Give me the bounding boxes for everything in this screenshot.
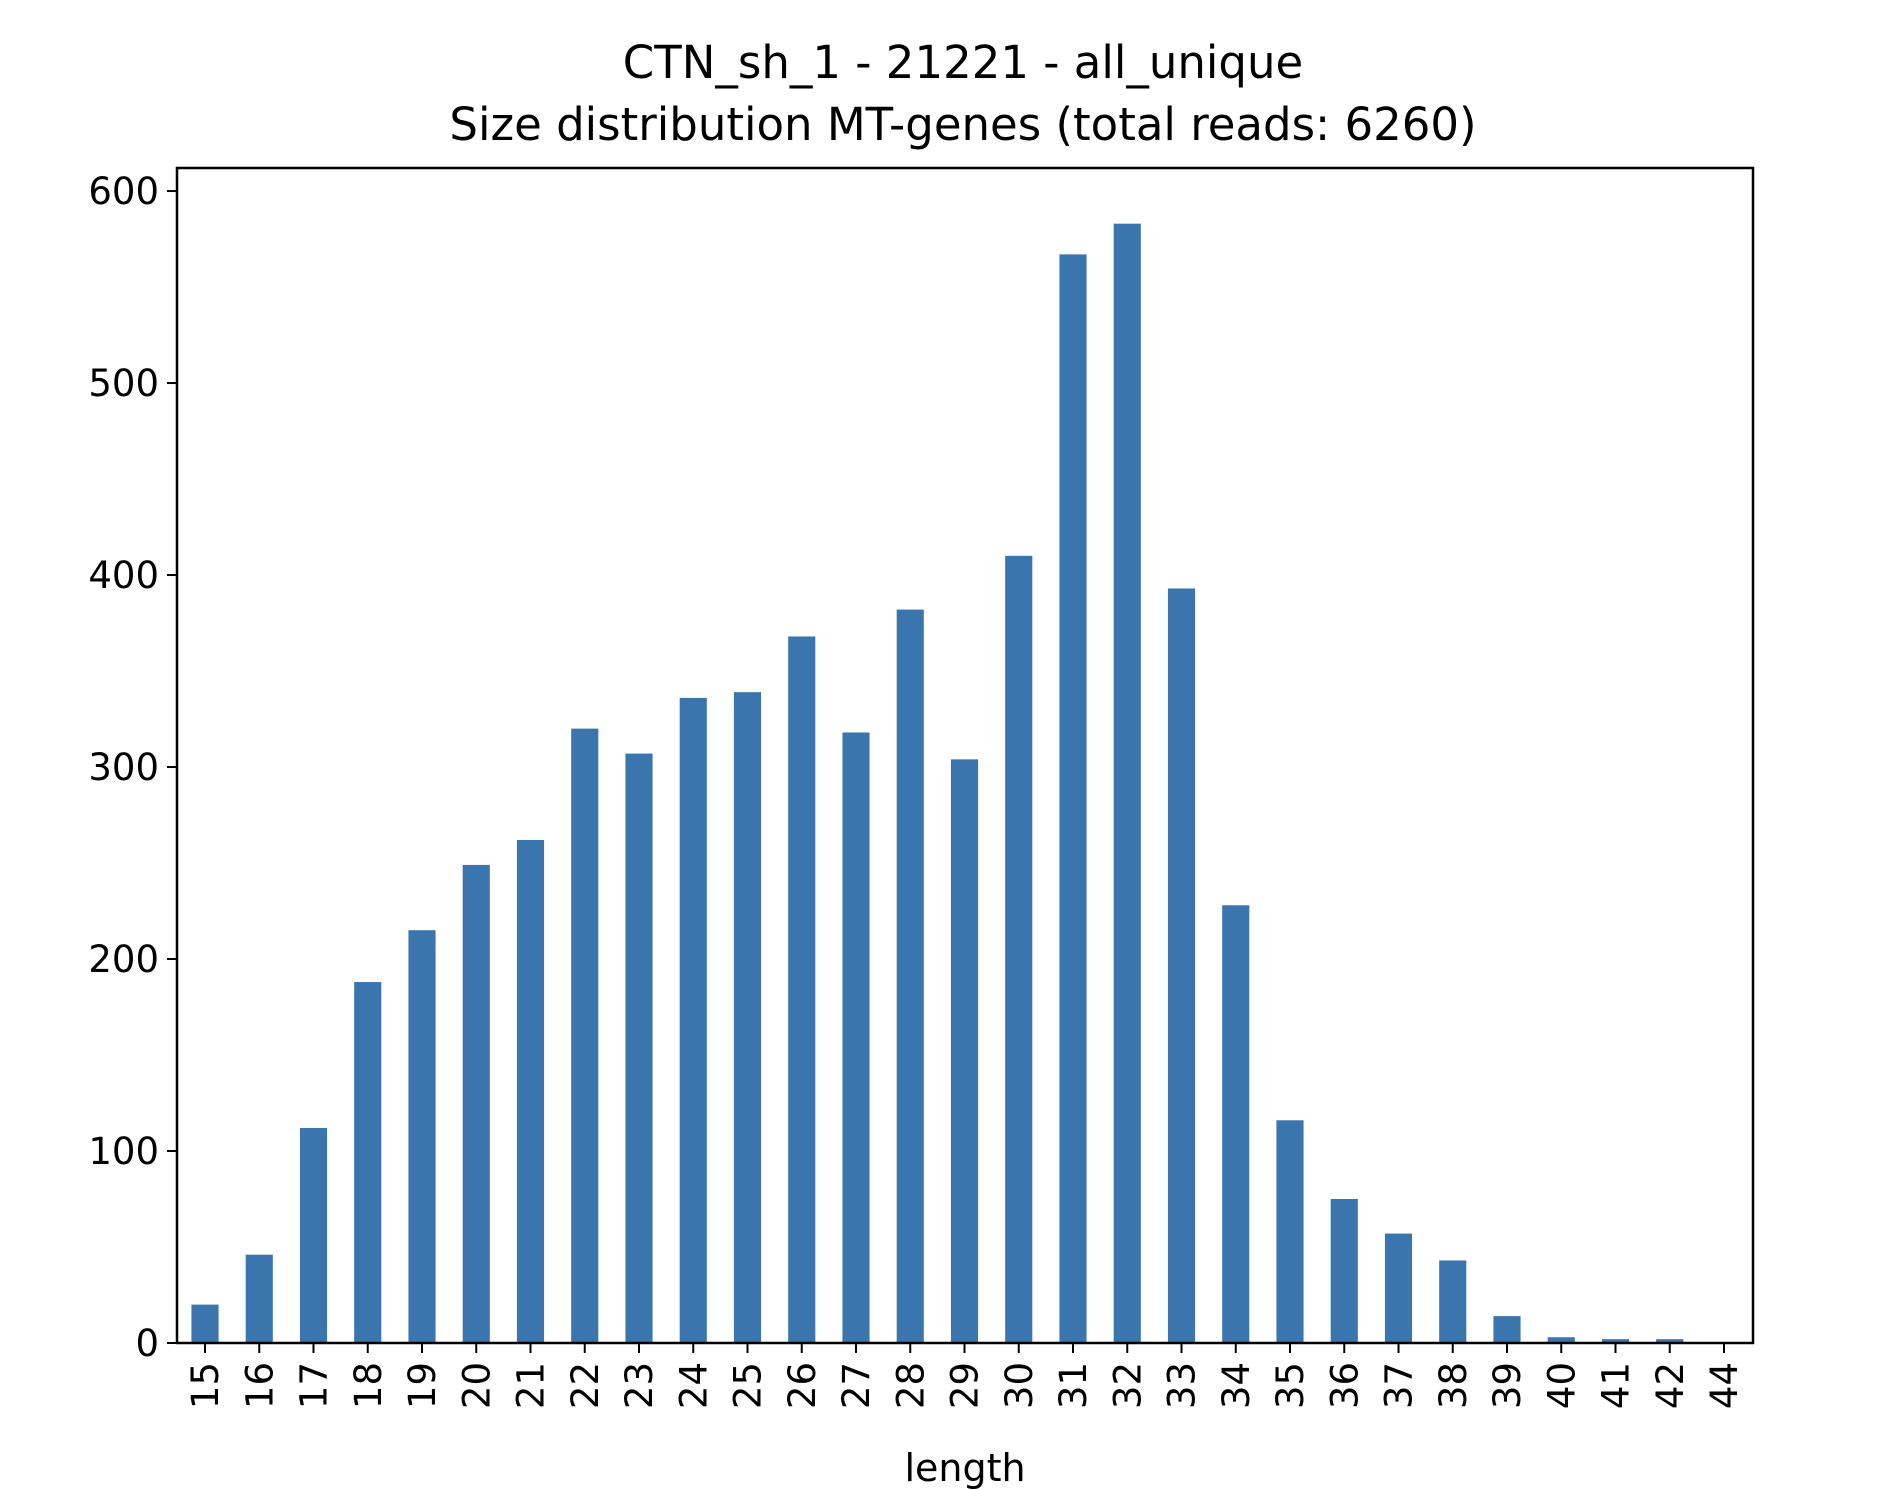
- bar-42: [1656, 1339, 1684, 1343]
- y-tick-label-100: 100: [88, 1130, 159, 1173]
- bar-32: [1113, 223, 1141, 1343]
- bar-19: [408, 930, 436, 1343]
- x-tick-label-42: 42: [1649, 1362, 1692, 1409]
- bar-29: [950, 759, 979, 1343]
- chart-title: CTN_sh_1 - 21221 - all_unique: [623, 36, 1303, 89]
- x-tick-label-41: 41: [1595, 1362, 1638, 1409]
- bar-41: [1601, 1339, 1630, 1343]
- y-tick-label-400: 400: [88, 554, 159, 597]
- x-tick-label-39: 39: [1486, 1362, 1529, 1409]
- x-tick-label-32: 32: [1106, 1362, 1149, 1409]
- bar-31: [1059, 254, 1087, 1343]
- bar-25: [733, 692, 762, 1343]
- bar-21: [516, 839, 545, 1343]
- x-tick-label-23: 23: [618, 1362, 661, 1409]
- x-tick-label-38: 38: [1432, 1362, 1475, 1409]
- x-tick-label-26: 26: [781, 1362, 824, 1409]
- bar-36: [1330, 1199, 1358, 1343]
- x-tick-label-15: 15: [184, 1362, 227, 1409]
- bar-26: [788, 636, 816, 1343]
- x-tick-label-22: 22: [564, 1362, 607, 1409]
- x-tick-label-17: 17: [293, 1362, 336, 1409]
- x-tick-label-18: 18: [347, 1362, 390, 1409]
- bar-15: [191, 1304, 219, 1343]
- bar-34: [1222, 905, 1250, 1343]
- chart-subtitle: Size distribution MT-genes (total reads:…: [449, 98, 1476, 151]
- bar-35: [1276, 1120, 1304, 1343]
- bar-16: [245, 1254, 273, 1343]
- x-tick-label-28: 28: [889, 1362, 932, 1409]
- bar-24: [679, 697, 707, 1343]
- x-tick-label-27: 27: [835, 1362, 878, 1409]
- x-axis-label: length: [904, 1446, 1025, 1490]
- y-tick-label-200: 200: [88, 938, 159, 981]
- x-tick-label-31: 31: [1052, 1362, 1095, 1409]
- x-tick-label-25: 25: [727, 1362, 770, 1409]
- plot-frame: [175, 166, 1755, 1345]
- bar-17: [299, 1127, 328, 1343]
- x-tick-label-35: 35: [1269, 1362, 1312, 1409]
- bar-33: [1167, 588, 1196, 1343]
- bar-39: [1493, 1316, 1521, 1343]
- bar-23: [625, 753, 653, 1343]
- y-tick-label-500: 500: [88, 362, 159, 405]
- bar-20: [462, 864, 490, 1343]
- bar-18: [354, 982, 382, 1343]
- x-tick-label-29: 29: [944, 1362, 987, 1409]
- bar-38: [1439, 1260, 1467, 1343]
- x-tick-label-34: 34: [1215, 1362, 1258, 1409]
- x-tick-label-44: 44: [1703, 1362, 1746, 1409]
- bar-28: [896, 609, 924, 1343]
- x-tick-label-33: 33: [1161, 1362, 1204, 1409]
- x-tick-label-19: 19: [401, 1362, 444, 1409]
- x-tick-label-20: 20: [455, 1362, 498, 1409]
- y-tick-label-300: 300: [88, 746, 159, 789]
- bar-37: [1384, 1233, 1413, 1343]
- bar-40: [1547, 1337, 1575, 1343]
- y-axis: 0 100 200 300 400 500 600: [88, 170, 177, 1365]
- y-tick-label-600: 600: [88, 170, 159, 213]
- bar-27: [842, 732, 870, 1343]
- bar-30: [1005, 555, 1033, 1343]
- x-tick-label-37: 37: [1378, 1362, 1421, 1409]
- x-tick-label-21: 21: [510, 1362, 553, 1409]
- x-axis: 15 16 17 18 19 20 21 22 23 24 25 26 27 28 29 30 31 32 33 34…: [184, 1343, 1746, 1409]
- y-tick-label-0: 0: [135, 1322, 159, 1365]
- bar-22: [571, 728, 599, 1343]
- x-tick-label-36: 36: [1323, 1362, 1366, 1409]
- x-tick-label-16: 16: [238, 1362, 281, 1409]
- x-tick-label-24: 24: [672, 1362, 715, 1409]
- bars-group: [191, 223, 1684, 1343]
- x-tick-label-30: 30: [998, 1362, 1041, 1409]
- x-tick-label-40: 40: [1540, 1362, 1583, 1409]
